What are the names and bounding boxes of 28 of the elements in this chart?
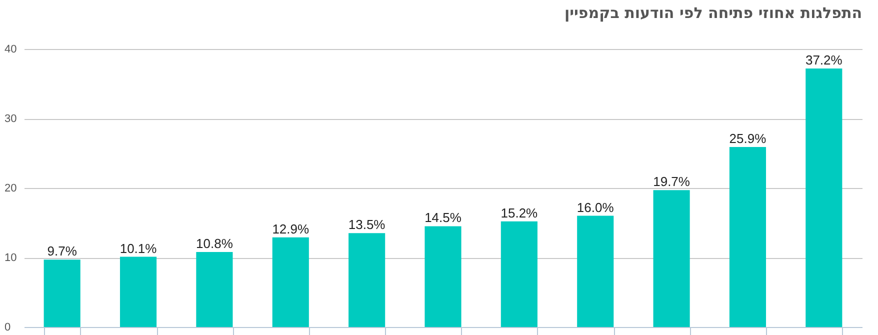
data-label: 13.5%	[348, 217, 386, 232]
bar	[806, 68, 842, 327]
y-tick-label: 30	[4, 113, 17, 125]
bar	[272, 237, 309, 327]
bar	[424, 226, 462, 327]
data-label: 10.8%	[196, 236, 234, 251]
data-label: 12.9%	[272, 221, 310, 236]
y-tick-label: 20	[4, 182, 17, 194]
y-tick-label: 0	[4, 322, 11, 334]
data-label: 14.5%	[424, 210, 462, 226]
data-label: 10.1%	[120, 240, 158, 256]
data-label: 15.2%	[500, 205, 538, 220]
bar	[577, 216, 614, 327]
bar	[500, 221, 538, 327]
data-label: 25.9%	[729, 130, 767, 146]
data-label: 16.0%	[576, 200, 614, 215]
data-label: 37.2%	[805, 52, 843, 68]
bar	[653, 190, 690, 327]
data-label: 19.7%	[653, 174, 690, 190]
bar	[120, 256, 157, 327]
data-label: 9.7%	[47, 244, 78, 259]
chart-title: התפלגות אחוזי פתיחה לפי הודעות בקמפיין	[564, 4, 862, 22]
bar	[196, 252, 233, 327]
bar	[729, 146, 766, 327]
bar	[44, 260, 80, 327]
y-tick-label: 10	[4, 252, 17, 264]
bar	[348, 233, 386, 327]
y-tick-label: 40	[4, 44, 17, 56]
